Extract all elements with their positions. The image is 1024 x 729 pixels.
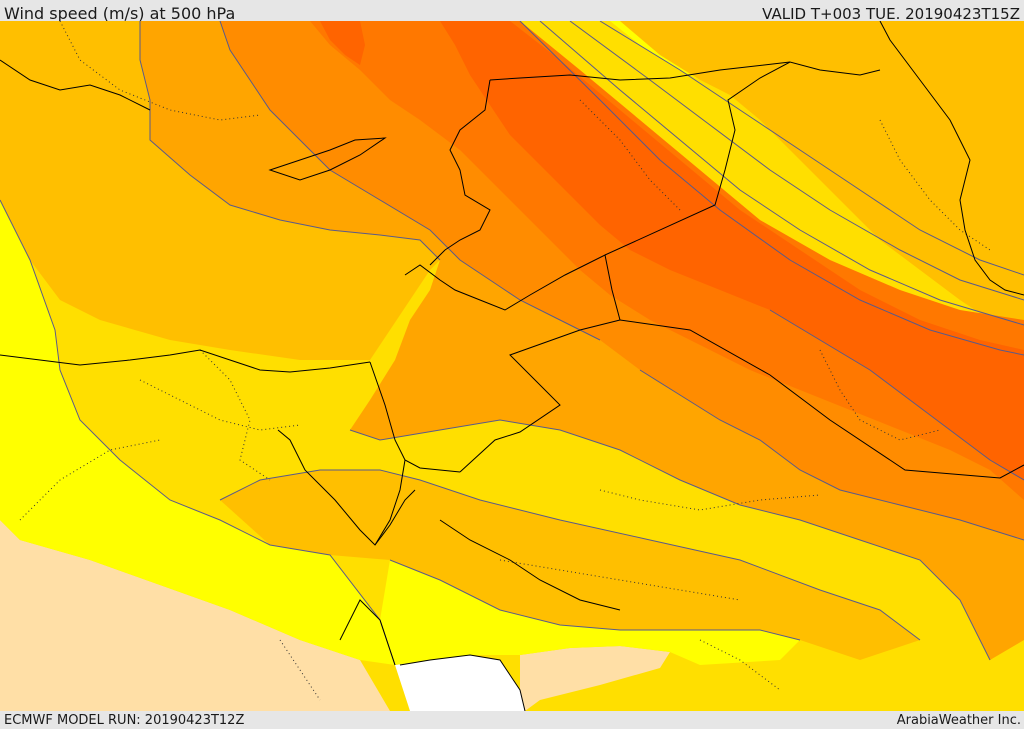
wind-band-yellow-south — [380, 560, 800, 665]
province-borders — [19, 21, 991, 701]
credit-label: ArabiaWeather Inc. — [896, 713, 1021, 728]
wind-band-red-orange — [440, 21, 1024, 480]
country-borders — [0, 21, 1024, 711]
wind-contours — [0, 21, 1024, 666]
chart-title: Wind speed (m/s) at 500 hPa — [4, 4, 236, 23]
header-bar — [0, 0, 1024, 21]
wind-band-pale-sw — [0, 520, 390, 711]
wind-band-pale-se — [520, 646, 670, 711]
wind-band-calm — [395, 655, 525, 711]
model-run-label: ECMWF MODEL RUN: 20190423T12Z — [4, 713, 245, 728]
valid-time-label: VALID T+003 TUE. 20190423T15Z — [762, 5, 1020, 23]
wind-band-yellow-west — [0, 200, 395, 665]
wind-band-amber-east — [620, 21, 1024, 340]
footer-bar — [0, 711, 1024, 729]
wind-band-red-orange-nw — [320, 21, 365, 65]
wind-speed-map — [0, 21, 1024, 711]
